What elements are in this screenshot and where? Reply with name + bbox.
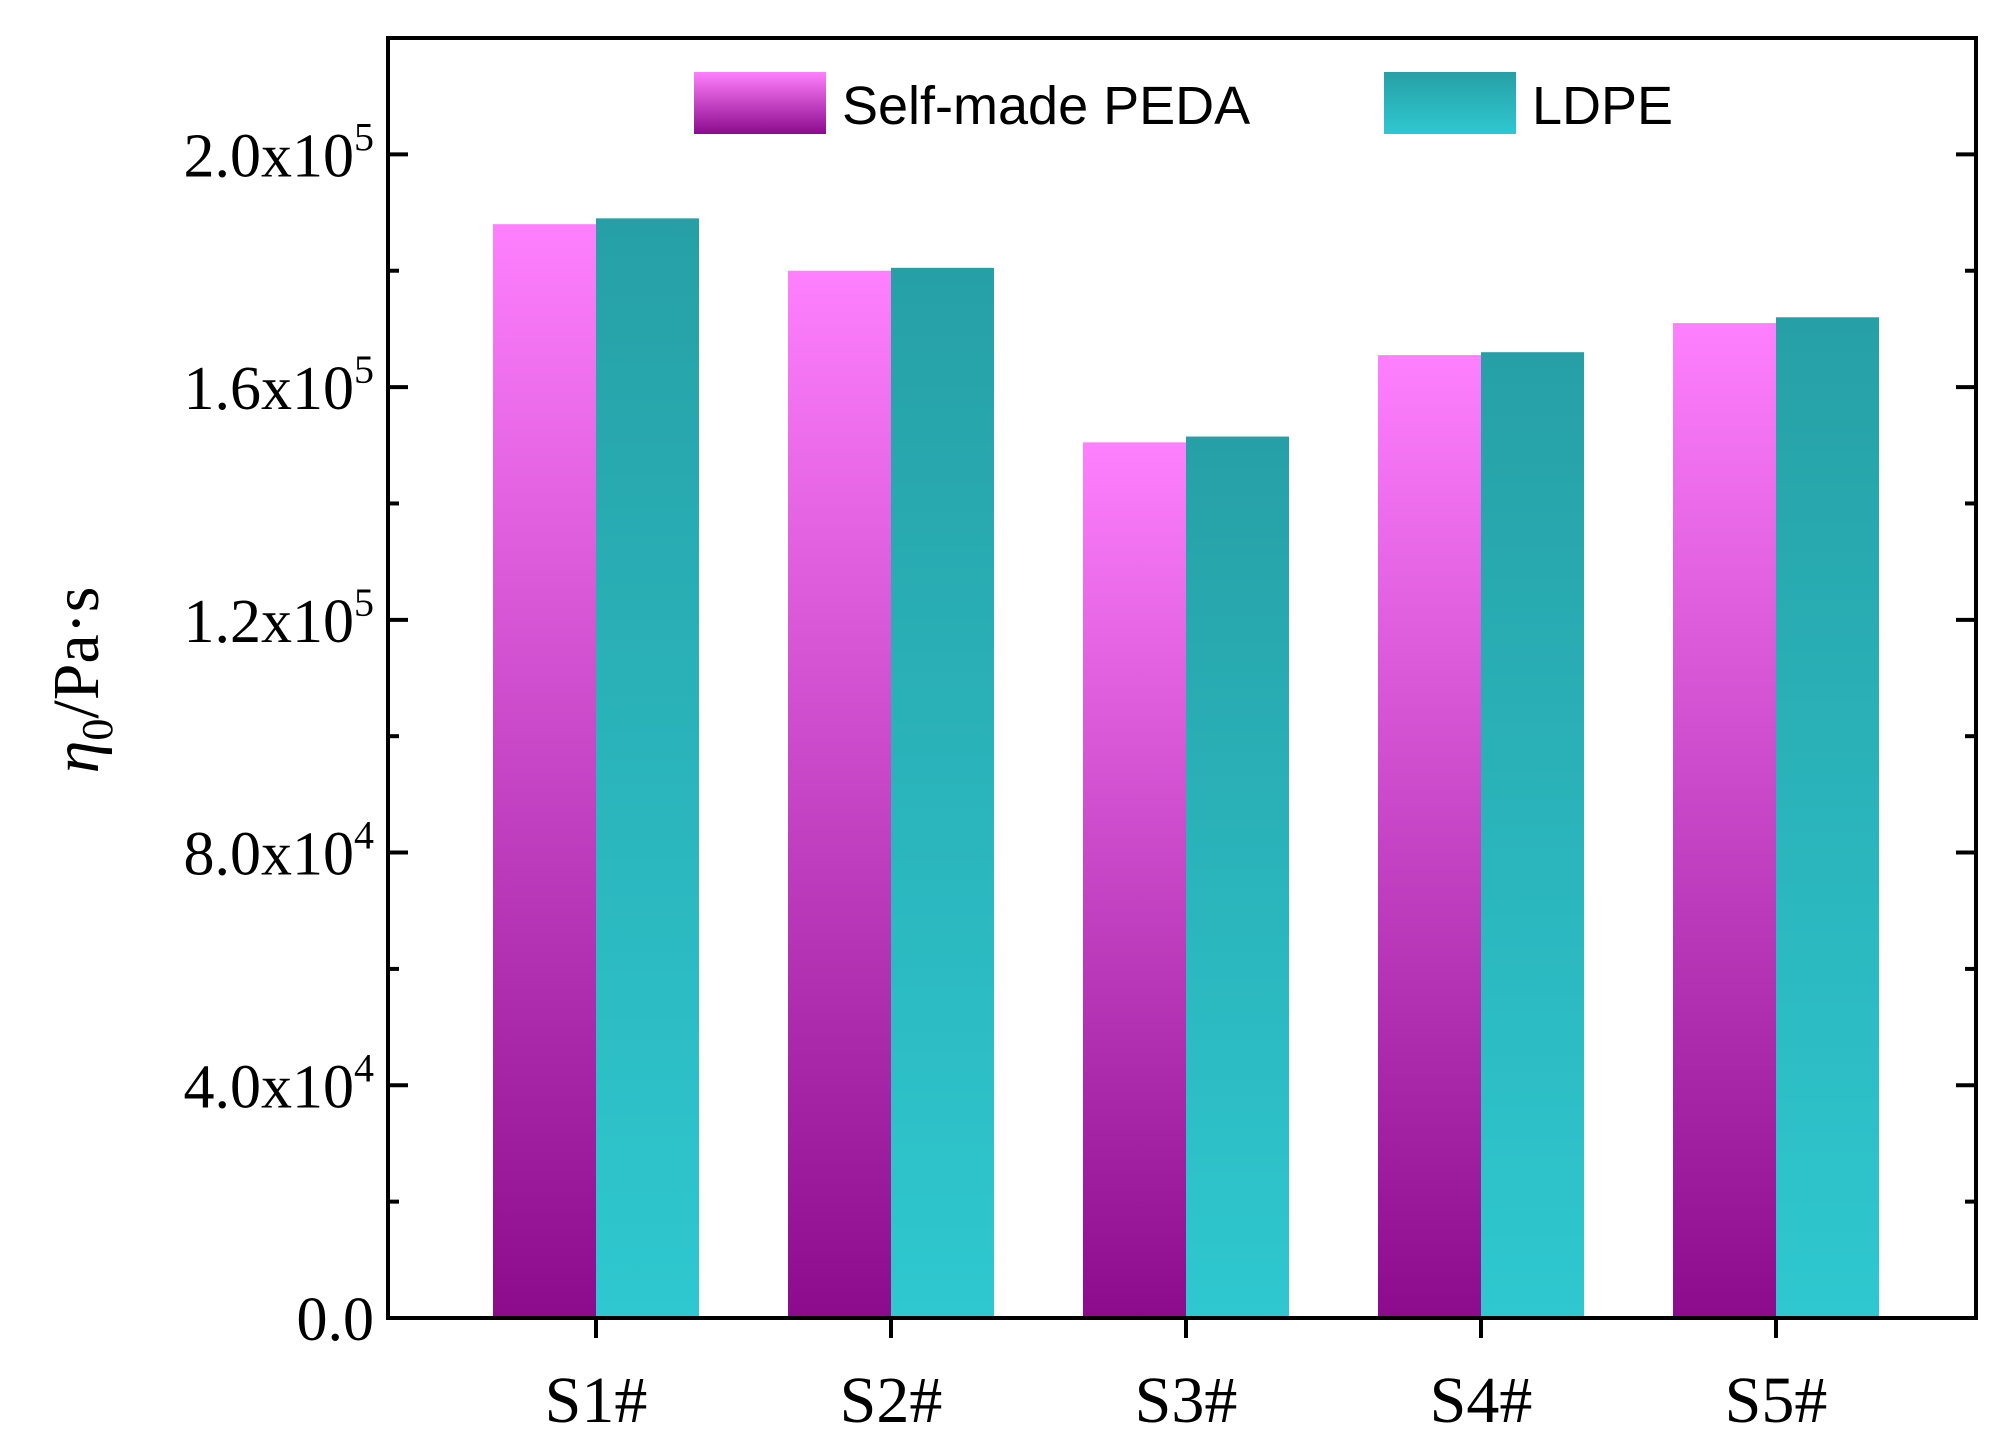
bars-layer <box>493 218 1879 1319</box>
legend-swatch-ldpe <box>1384 72 1516 134</box>
bar-ldpe-s3 <box>1186 436 1289 1319</box>
legend-swatch-self-made-peda <box>694 72 826 134</box>
y-axis-title-subscript: 0 <box>73 719 122 741</box>
y-tick-label: 1.2x105 <box>184 580 375 656</box>
y-tick-label: 0.0 <box>297 1286 375 1354</box>
x-tick-label-s3: S3# <box>1135 1364 1238 1437</box>
bar-self-made-peda-s2 <box>788 270 891 1318</box>
plot-frame <box>386 36 1978 1320</box>
bar-self-made-peda-s1 <box>493 224 596 1318</box>
x-tick-label-s1: S1# <box>545 1364 648 1437</box>
y-tick-label: 8.0x104 <box>184 813 375 889</box>
bar-self-made-peda-s5 <box>1673 323 1776 1318</box>
y-axis-title-symbol: η <box>40 741 113 774</box>
x-tick-label-s2: S2# <box>840 1364 943 1437</box>
x-tick-label-s5: S5# <box>1725 1364 1828 1437</box>
y-axis: 0.0 4.0x104 8.0x104 1.2x105 1.6x105 2.0x105 <box>184 36 1976 1354</box>
legend-label-self-made-peda: Self-made PEDA <box>842 76 1250 136</box>
bar-ldpe-s5 <box>1776 317 1879 1319</box>
y-tick-label: 4.0x104 <box>184 1045 375 1121</box>
y-tick-label: 2.0x105 <box>184 114 375 190</box>
y-axis-title-unit: /Pa·s <box>40 587 113 719</box>
y-tick-label: 1.6x105 <box>184 347 375 423</box>
bar-self-made-peda-s3 <box>1083 442 1186 1318</box>
bar-ldpe-s2 <box>891 267 994 1319</box>
bar-self-made-peda-s4 <box>1378 355 1481 1318</box>
legend-label-ldpe: LDPE <box>1532 76 1673 136</box>
x-tick-label-s4: S4# <box>1430 1364 1533 1437</box>
y-axis-title: η0/Pa·s <box>40 587 122 774</box>
x-axis: S1# S2# S3# S4# S5# <box>545 1318 1828 1437</box>
legend: Self-made PEDA LDPE <box>694 72 1673 136</box>
bar-ldpe-s1 <box>596 218 699 1318</box>
bar-ldpe-s4 <box>1481 352 1584 1318</box>
